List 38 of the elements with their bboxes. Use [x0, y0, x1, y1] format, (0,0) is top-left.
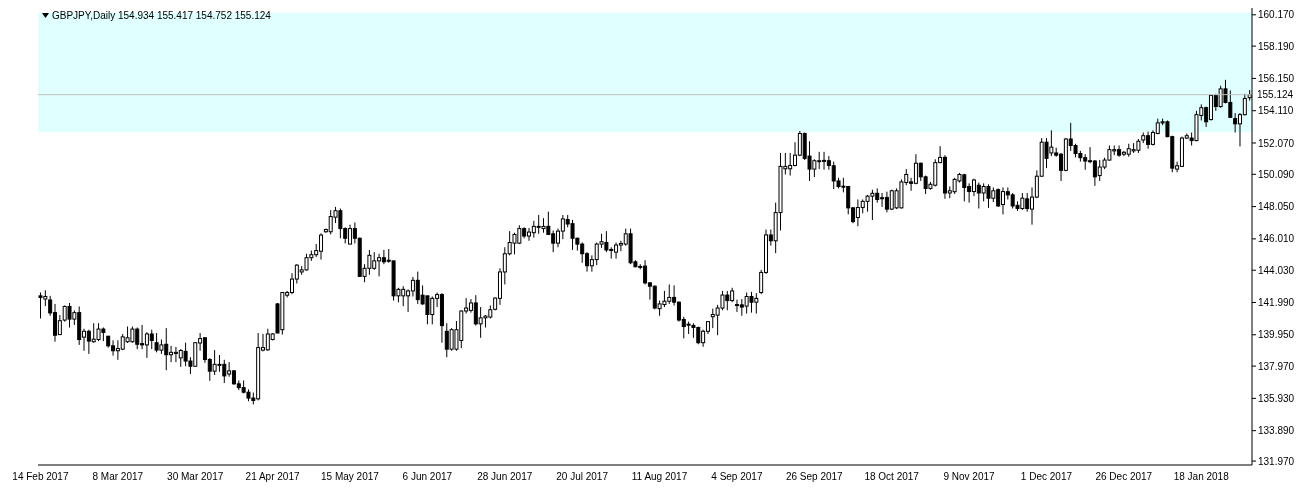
y-tick-label: 144.030 [1258, 264, 1295, 276]
y-tick-label: 150.090 [1258, 168, 1295, 180]
x-tick-label: 14 Feb 2017 [12, 471, 69, 483]
x-tick-label: 18 Oct 2017 [864, 471, 920, 483]
y-tick-label: 133.890 [1258, 425, 1295, 437]
x-tick-label: 21 Apr 2017 [245, 471, 300, 483]
x-tick-label: 11 Aug 2017 [631, 471, 688, 483]
ref-line-label: 155.124 [1257, 89, 1294, 101]
y-tick-label: 156.150 [1258, 72, 1295, 84]
x-tick-label: 26 Dec 2017 [1095, 471, 1153, 483]
y-tick-label: 141.990 [1258, 297, 1295, 309]
x-tick-label: 9 Nov 2017 [943, 471, 996, 483]
x-tick-label: 6 Jun 2017 [402, 471, 453, 483]
y-tick-label: 139.950 [1258, 329, 1295, 341]
x-tick-label: 1 Dec 2017 [1020, 471, 1073, 483]
x-tick-label: 15 May 2017 [321, 471, 380, 483]
y-tick-label: 158.190 [1258, 40, 1295, 52]
y-tick-label: 137.970 [1258, 360, 1295, 372]
y-tick-label: 135.930 [1258, 392, 1295, 404]
candlestick [512, 232, 517, 255]
x-tick-label: 8 Mar 2017 [92, 471, 144, 483]
y-tick-label: 146.010 [1258, 233, 1295, 245]
candlestick [149, 329, 154, 350]
y-tick-label: 148.050 [1258, 201, 1295, 213]
y-tick-label: 160.170 [1258, 9, 1295, 21]
candlestick [749, 291, 754, 314]
x-tick-label: 28 Jun 2017 [477, 471, 533, 483]
chart-title: GBPJPY,Daily 154.934 155.417 154.752 155.124 [52, 10, 271, 21]
y-tick-label: 152.070 [1258, 137, 1295, 149]
y-tick-label: 154.110 [1258, 105, 1294, 117]
candlestick [1233, 112, 1238, 134]
y-tick-label: 131.970 [1258, 455, 1295, 467]
x-tick-label: 4 Sep 2017 [711, 471, 763, 483]
x-tick-label: 30 Mar 2017 [167, 471, 224, 483]
x-tick-label: 26 Sep 2017 [785, 471, 844, 483]
x-tick-label: 18 Jan 2018 [1173, 471, 1230, 483]
x-tick-label: 20 Jul 2017 [556, 471, 609, 483]
candlestick [38, 292, 43, 319]
